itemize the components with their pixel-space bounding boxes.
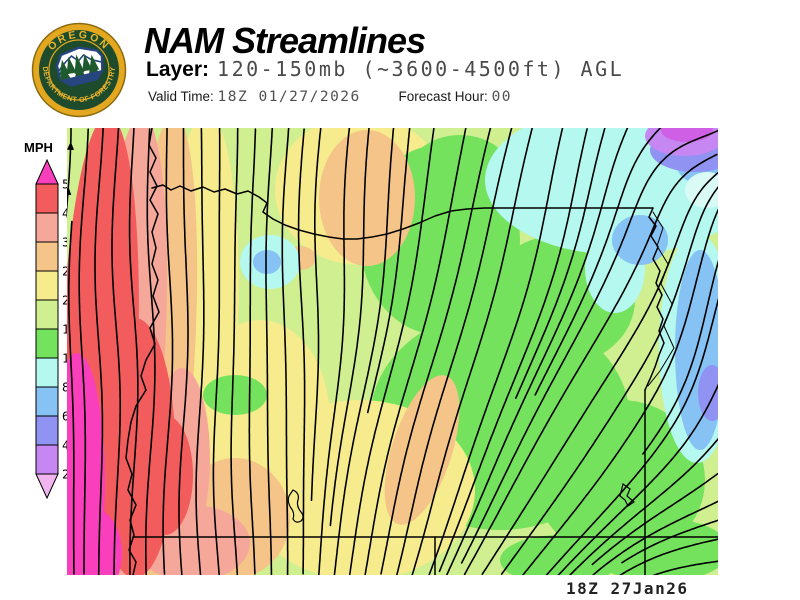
streamlines-layer: [67, 128, 718, 575]
wind-speed-region: [590, 518, 718, 575]
snake-river-border: [644, 207, 665, 391]
legend-segment: [35, 299, 59, 330]
se-river: [619, 482, 635, 507]
legend-top-arrow: [35, 158, 59, 185]
legend-segment: [35, 386, 59, 417]
streamline: [619, 538, 718, 575]
streamline: [481, 172, 718, 575]
odf-logo: OREGON DEPARTMENT OF FORESTRY: [31, 22, 127, 118]
streamline: [557, 383, 718, 575]
streamline: [642, 259, 718, 455]
streamline: [428, 128, 564, 575]
legend-segment: [35, 270, 59, 301]
legend-tick-label: 6: [62, 409, 70, 424]
streamline: [366, 128, 411, 414]
streamline: [333, 128, 395, 575]
legend-segment: [35, 241, 59, 272]
streamline-map: [67, 128, 718, 575]
legend-title: MPH: [24, 140, 53, 155]
wind-speed-region: [203, 375, 267, 415]
streamline: [68, 220, 75, 575]
valid-time-value: 18Z 01/27/2026: [217, 89, 361, 105]
legend-tick-label: 4: [62, 438, 70, 453]
layer-line: Layer: 120-150mb (~3600-4500ft) AGL: [146, 57, 624, 82]
legend-tick-label: 2: [62, 467, 70, 482]
streamline: [78, 128, 89, 575]
wind-speed-region: [698, 365, 718, 421]
legend-segment: [35, 444, 59, 475]
wind-speed-region: [67, 508, 122, 575]
coastline: [125, 128, 160, 575]
wind-speed-region: [405, 135, 515, 225]
streamline: [162, 128, 174, 575]
streamline: [265, 128, 274, 575]
wind-speed-region: [384, 375, 460, 525]
legend-segment: [35, 183, 59, 214]
streamline: [463, 153, 718, 575]
streamline: [111, 128, 121, 575]
streamline: [195, 128, 205, 575]
streamline: [534, 128, 662, 396]
streamline: [521, 208, 718, 575]
streamline: [545, 298, 718, 575]
streamline: [212, 128, 221, 575]
legend-tick-label: 8: [62, 380, 70, 395]
streamline: [446, 128, 629, 575]
streamline: [460, 129, 718, 564]
model-run-timestamp: 18Z 27Jan26: [566, 579, 689, 598]
streamline: [592, 500, 718, 575]
streamline: [438, 128, 588, 573]
klamath-lake: [287, 489, 304, 523]
streamline: [230, 128, 239, 575]
streamline: [396, 128, 513, 575]
flow-arrows-layer: [67, 141, 75, 195]
streamline: [500, 186, 718, 575]
streamline: [297, 128, 306, 575]
legend-segment: [35, 357, 59, 388]
valid-time-label: Valid Time:: [148, 89, 214, 104]
streamline: [515, 128, 606, 399]
streamline: [281, 128, 290, 575]
streamline: [652, 560, 718, 575]
forecast-hour-label: Forecast Hour:: [398, 89, 488, 104]
layer-label: Layer:: [146, 58, 210, 81]
streamline: [621, 519, 718, 564]
forecast-hour: Forecast Hour: 00: [398, 89, 513, 105]
streamline: [349, 128, 435, 575]
flow-arrowheads: [67, 141, 75, 195]
wind-speed-region: [253, 250, 281, 274]
streamline: [591, 472, 718, 566]
wind-speed-field: [67, 128, 718, 575]
legend-segment: [35, 212, 59, 243]
streamline: [310, 128, 322, 501]
idaho-river: [647, 211, 675, 387]
logo-state-emblem: [55, 46, 105, 88]
legend-bottom-arrow: [35, 473, 59, 500]
streamline: [94, 128, 104, 575]
streamline: [329, 128, 370, 527]
legend-segment: [35, 415, 59, 446]
state-borders-layer: [125, 128, 718, 575]
streamline: [128, 128, 139, 575]
streamline: [248, 128, 257, 575]
forecast-hour-value: 00: [491, 89, 513, 105]
page-title: NAM Streamlines: [144, 20, 426, 61]
layer-value: 120-150mb (~3600-4500ft) AGL: [217, 57, 625, 81]
streamline: [380, 128, 492, 575]
streamline: [178, 128, 189, 575]
legend-segment: [35, 328, 59, 359]
streamline: [364, 128, 467, 575]
valid-time-line: Valid Time: 18Z 01/27/2026 Forecast Hour…: [148, 89, 512, 105]
streamline: [411, 128, 534, 575]
columbia-river-border: [151, 184, 654, 240]
streamline: [317, 128, 351, 575]
streamline: [145, 128, 156, 575]
